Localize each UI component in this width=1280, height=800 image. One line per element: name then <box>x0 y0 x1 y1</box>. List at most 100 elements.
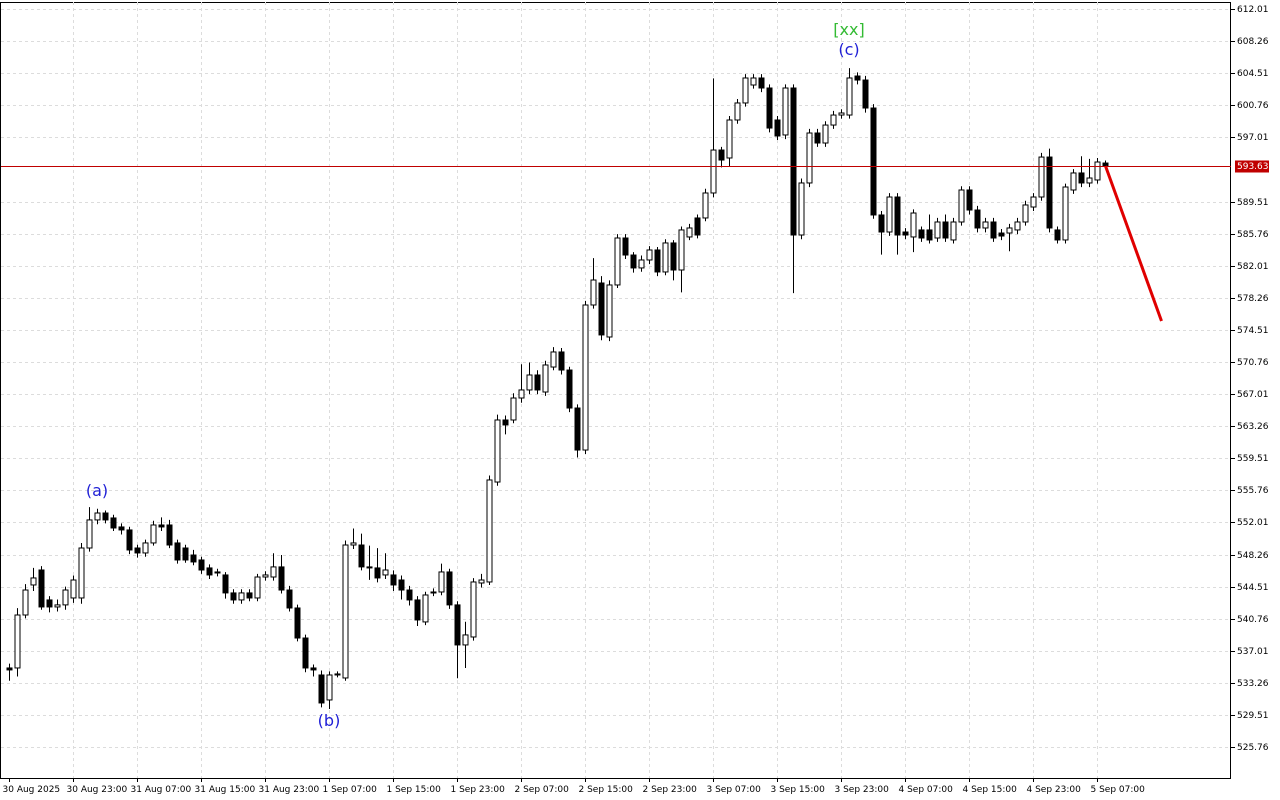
candle-body <box>998 232 1005 237</box>
forecast-line <box>1104 165 1163 322</box>
candle-body <box>1102 162 1109 167</box>
wave-label: (c) <box>838 40 859 59</box>
y-tick-label: 563.26 <box>1237 422 1269 432</box>
x-tick-label: 3 Sep 23:00 <box>835 785 890 795</box>
wave-label: (a) <box>86 481 108 500</box>
y-tick-label: 600.76 <box>1237 101 1269 111</box>
candle-body <box>934 221 941 239</box>
candle-body <box>358 544 365 568</box>
candle-body <box>190 554 197 563</box>
y-tick-label: 597.01 <box>1237 133 1269 143</box>
candle-body <box>78 547 85 599</box>
y-tick-label: 559.51 <box>1237 454 1269 464</box>
candle-body <box>622 237 629 256</box>
candle-body <box>686 227 693 238</box>
x-tick-label: 4 Sep 07:00 <box>899 785 954 795</box>
last-price-box <box>1235 160 1269 173</box>
candle-body <box>286 589 293 609</box>
candle-body <box>398 579 405 591</box>
candle-body <box>966 189 973 211</box>
y-tick-label: 544.51 <box>1237 583 1269 593</box>
candle-body <box>518 389 525 399</box>
candle-body <box>822 124 829 144</box>
x-tick-label: 1 Sep 15:00 <box>387 785 442 795</box>
candle-body <box>270 566 277 578</box>
candle-body <box>678 229 685 271</box>
candle-body <box>14 614 21 669</box>
candle-body <box>646 249 653 261</box>
candle-body <box>222 574 229 594</box>
x-tick-label: 1 Sep 23:00 <box>451 785 506 795</box>
candle-body <box>54 604 61 608</box>
candle-body <box>1070 172 1077 191</box>
candle-body <box>238 592 245 601</box>
candle-body <box>942 221 949 239</box>
candle-body <box>902 231 909 236</box>
x-tick-label: 5 Sep 07:00 <box>1091 785 1146 795</box>
candle-body <box>726 119 733 159</box>
candle-body <box>318 674 325 704</box>
plot-frame <box>0 2 1231 779</box>
candle-body <box>406 589 413 601</box>
candle-body <box>614 237 621 286</box>
wave-label: (b) <box>318 711 341 730</box>
candle-body <box>1022 204 1029 223</box>
candle-body <box>982 221 989 229</box>
candle-body <box>134 547 141 554</box>
candle-body <box>334 673 341 676</box>
candle-body <box>126 529 133 551</box>
candle-body <box>1038 156 1045 198</box>
candle-body <box>246 592 253 599</box>
y-tick-label: 604.51 <box>1237 69 1269 79</box>
candle-body <box>990 221 997 239</box>
candle-body <box>606 284 613 338</box>
wave-label: [xx] <box>833 20 864 39</box>
candle-body <box>414 599 421 621</box>
x-tick-label: 2 Sep 07:00 <box>515 785 570 795</box>
candle-body <box>62 589 69 606</box>
candle-body <box>638 259 645 269</box>
candle-body <box>654 249 661 273</box>
candle-body <box>230 592 237 601</box>
candle-body <box>278 566 285 591</box>
y-tick-label: 582.01 <box>1237 262 1269 272</box>
x-tick-label: 3 Sep 07:00 <box>707 785 762 795</box>
x-tick-label: 1 Sep 07:00 <box>323 785 378 795</box>
candle-body <box>734 102 741 121</box>
candle-body <box>366 566 373 569</box>
candle-body <box>630 254 637 269</box>
candle-body <box>854 75 861 81</box>
candle-body <box>814 132 821 144</box>
candle-body <box>694 217 701 236</box>
y-tick-label: 567.01 <box>1237 390 1269 400</box>
candle-body <box>214 571 221 574</box>
candle-body <box>182 547 189 561</box>
candle-body <box>974 209 981 229</box>
candle-body <box>558 351 565 371</box>
candle-body <box>894 196 901 236</box>
y-tick-label: 552.01 <box>1237 518 1269 528</box>
x-tick-label: 2 Sep 23:00 <box>643 785 698 795</box>
y-tick-label: 578.26 <box>1237 294 1269 304</box>
candle-body <box>1094 161 1101 181</box>
candle-body <box>1086 177 1093 184</box>
y-tick-label: 548.26 <box>1237 551 1269 561</box>
candle-body <box>94 512 101 521</box>
candle-body <box>878 214 885 233</box>
y-tick-label: 612.01 <box>1237 5 1269 15</box>
candle-body <box>118 526 125 531</box>
candle-body <box>454 604 461 646</box>
candle-body <box>142 542 149 554</box>
y-tick-label: 525.76 <box>1237 743 1269 753</box>
x-tick-label: 31 Aug 23:00 <box>259 785 320 795</box>
candle-body <box>526 374 533 391</box>
y-tick-label: 589.51 <box>1237 198 1269 208</box>
candle-body <box>670 242 677 271</box>
candle-body <box>430 591 437 594</box>
candle-body <box>382 569 389 576</box>
candle-body <box>590 279 597 306</box>
candle-body <box>838 112 845 116</box>
candle-body <box>702 192 709 219</box>
x-tick-label: 4 Sep 15:00 <box>963 785 1018 795</box>
